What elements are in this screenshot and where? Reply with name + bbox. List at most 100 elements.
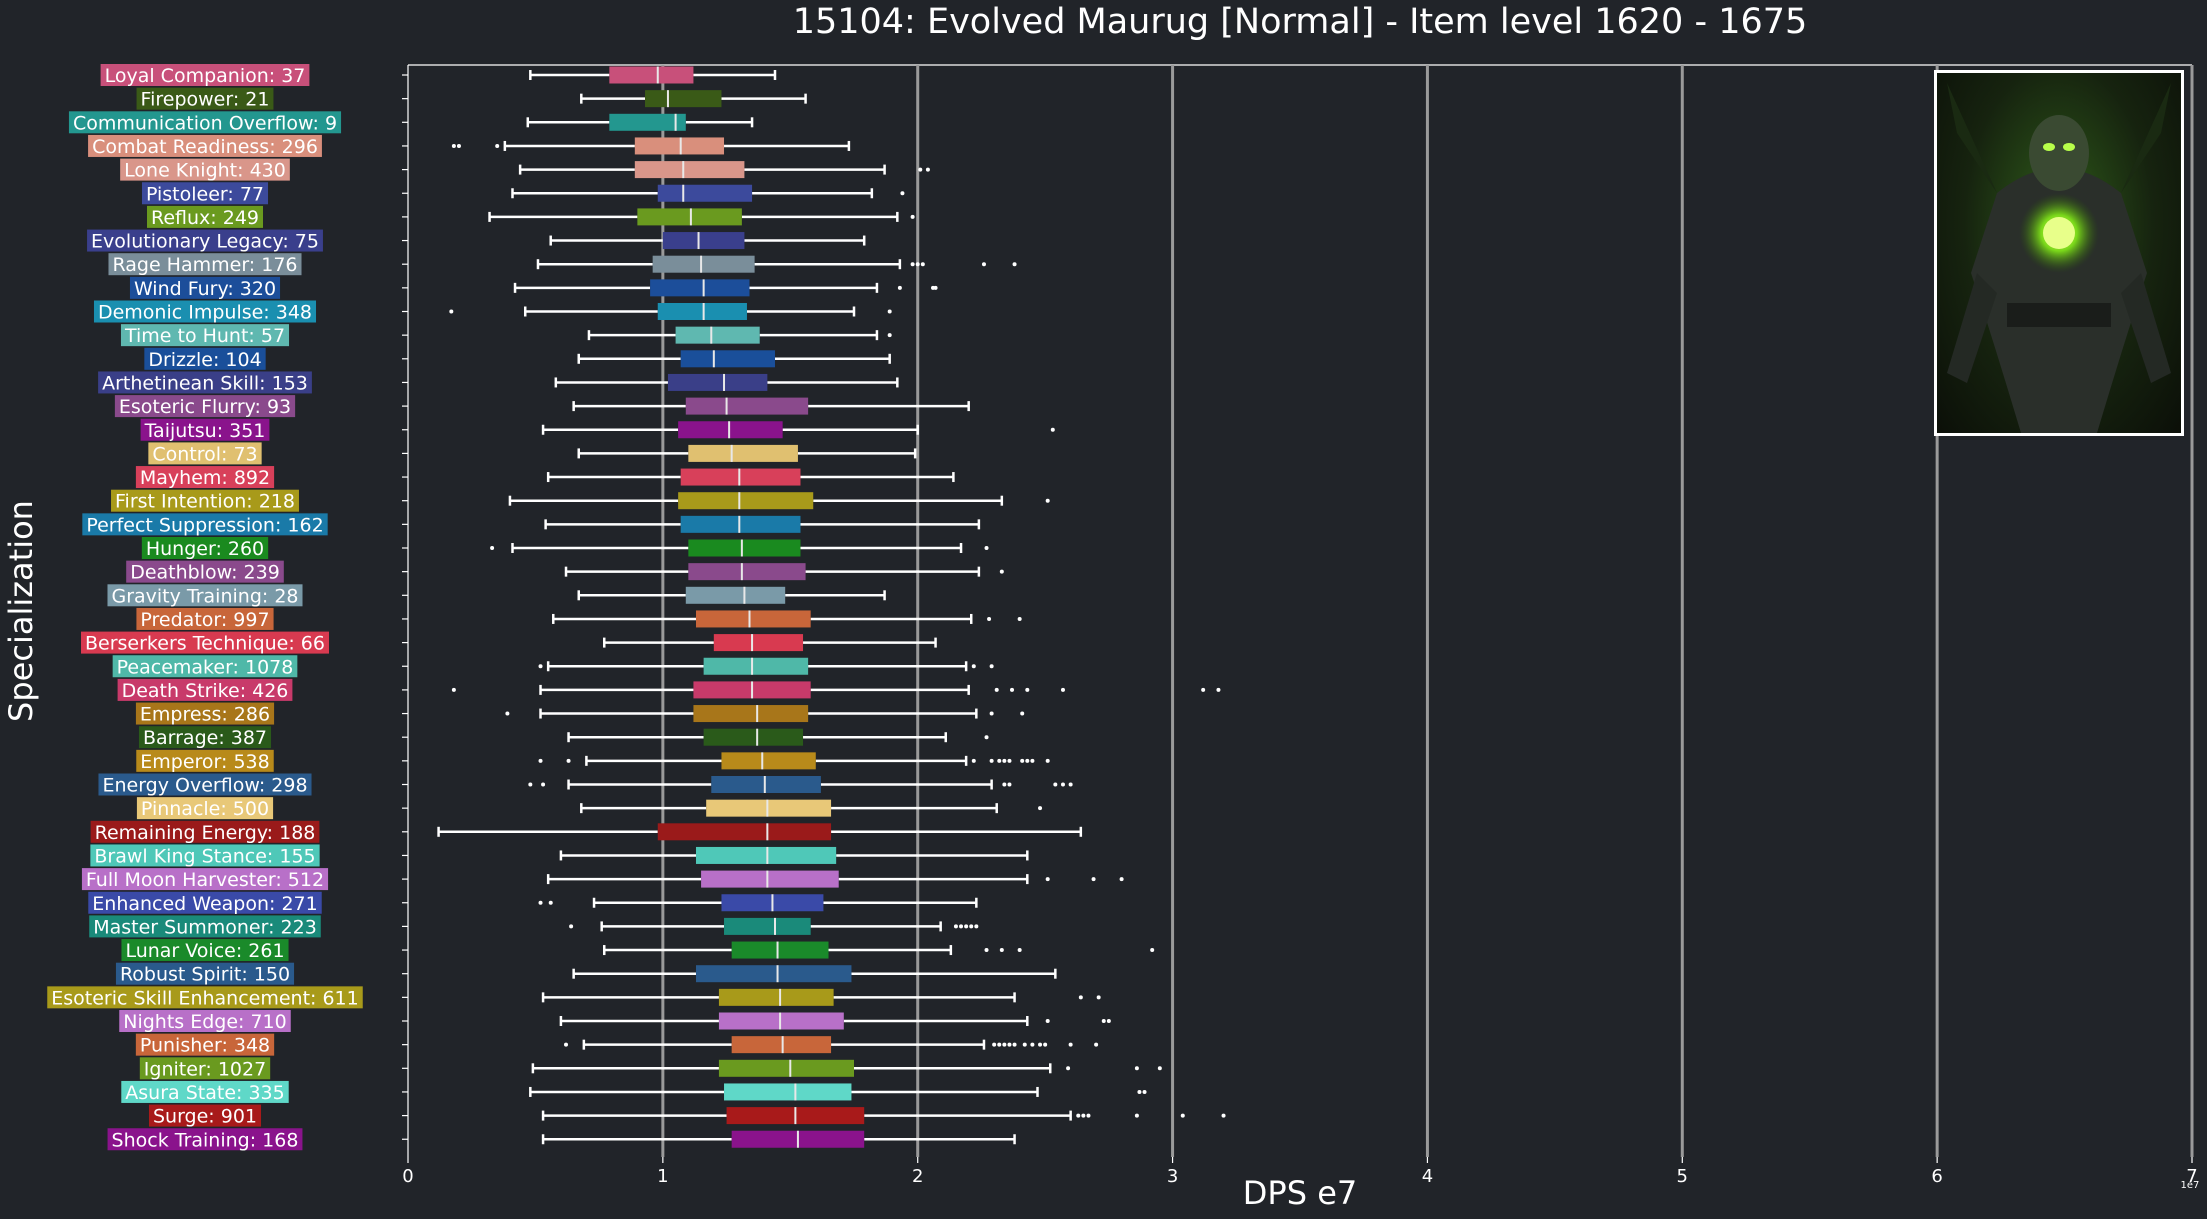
box-iqr [685,397,809,415]
box-iqr [634,137,725,155]
category-label: Demonic Impulse: 348 [98,302,312,324]
outlier-point [1068,1042,1073,1047]
outlier-point [1076,1113,1081,1118]
outlier-point [528,782,533,787]
outlier-point [1119,877,1124,882]
box-iqr [718,1059,854,1077]
category-label-bg [141,537,269,559]
outlier-point [959,924,964,929]
outlier-point [548,900,553,905]
category-label-bg [136,749,274,772]
outlier-point [451,687,456,692]
outlier-point [887,309,892,314]
outlier-point [994,687,999,692]
outlier-point [964,924,969,929]
box-iqr [703,657,809,675]
box-iqr [634,161,745,179]
box-iqr [650,279,750,297]
outlier-point [1221,1113,1226,1118]
category-label: Deathblow: 239 [130,562,280,584]
category-label-bg [81,868,329,891]
outlier-point [987,616,992,621]
category-label-bg [148,1104,262,1127]
outlier-point [1078,995,1083,1000]
outlier-point [456,143,461,148]
box-iqr [667,373,768,391]
outlier-point [1017,948,1022,953]
category-label: Reflux: 249 [151,207,259,229]
box-iqr [680,350,775,368]
outlier-point [999,569,1004,574]
box-iqr [693,705,809,723]
outlier-point [1007,1042,1012,1047]
x-tick-label: 2 [912,1166,923,1187]
boss-portrait-image [1934,70,2184,436]
outlier-point [989,664,994,669]
box-iqr [688,563,806,581]
box-iqr [701,870,839,888]
outlier-point [1201,687,1206,692]
category-label: Lunar Voice: 261 [125,940,284,962]
box-iqr [680,468,801,486]
category-label-bg [100,64,310,86]
outlier-point [1038,806,1043,811]
box-iqr [713,634,804,652]
box-iqr [724,1083,852,1101]
box-iqr [731,941,829,959]
category-label-bg [93,300,317,323]
box-iqr [724,917,811,935]
box-iqr [685,586,786,604]
category-label: Combat Readiness: 296 [92,136,318,158]
outlier-point [1020,758,1025,763]
category-label-bg [144,347,266,370]
box-iqr [718,1012,844,1030]
category-label-bg [136,607,274,630]
x-tick-label: 6 [1931,1166,1942,1187]
outlier-point [1030,1042,1035,1047]
outlier-point [1030,758,1035,763]
category-label-bg [90,820,320,843]
category-label-bg [117,678,293,701]
outlier-point [897,285,902,290]
category-label-bg [138,726,272,749]
x-axis-offset-label: 1e7 [2181,1180,2200,1191]
box-iqr [609,66,694,84]
category-label-bg [114,395,296,418]
category-label: Wind Fury: 320 [134,278,276,300]
category-label: Perfect Suppression: 162 [86,514,323,536]
outlier-point [505,711,510,716]
x-tick-label: 5 [1677,1166,1688,1187]
category-label: Hunger: 260 [146,538,264,560]
box-iqr [695,965,852,983]
outlier-point [1086,1113,1091,1118]
outlier-point [992,1042,997,1047]
x-tick-label: 4 [1422,1166,1433,1187]
box-iqr [718,988,834,1006]
category-label: Death Strike: 426 [122,680,289,702]
outlier-point [989,758,994,763]
outlier-point [981,262,986,267]
outlier-point [910,262,915,267]
outlier-point [1007,758,1012,763]
outlier-point [1142,1089,1147,1094]
category-label-bg [112,655,298,678]
outlier-point [1050,427,1055,432]
box-iqr [652,255,755,273]
x-tick-label: 1 [657,1166,668,1187]
category-label: Brawl King Stance: 155 [94,845,315,867]
category-label-bg [140,418,270,441]
outlier-point [1180,1113,1185,1118]
outlier-point [997,1042,1002,1047]
category-label: Pistoleer: 77 [146,183,264,205]
category-label: Predator: 997 [140,609,269,631]
box-iqr [721,752,816,770]
category-label: Rage Hammer: 176 [112,254,297,276]
category-label-bg [135,1033,275,1056]
category-label: Robust Spirit: 150 [120,964,290,986]
category-label-bg [98,773,312,796]
category-label-bg [121,1080,289,1103]
category-label: Taijutsu: 351 [144,420,266,442]
category-label: Pinnacle: 500 [141,798,269,820]
x-tick-label: 7 [2186,1166,2197,1187]
